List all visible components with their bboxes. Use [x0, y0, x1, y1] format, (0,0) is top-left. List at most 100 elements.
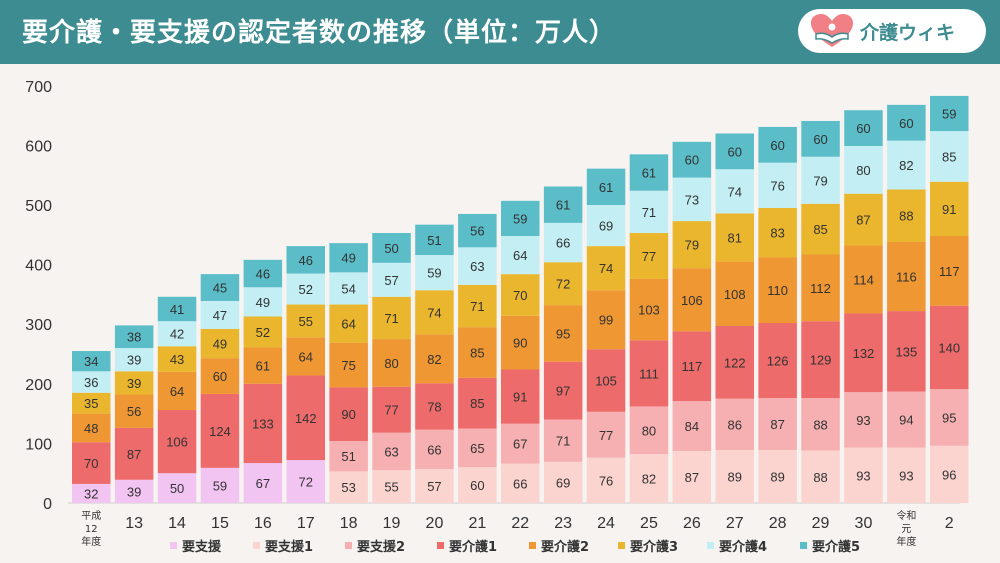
bar-segment: [586, 205, 626, 247]
bar-segment: [715, 398, 754, 450]
bar-segment: [329, 342, 368, 388]
data-label: 89: [770, 469, 784, 484]
data-label: 83: [770, 226, 784, 241]
bar-segment: [458, 213, 497, 248]
bar-segment: [372, 339, 411, 387]
data-label: 99: [599, 313, 613, 328]
data-label: 60: [899, 116, 913, 131]
x-tick-label: 20: [426, 515, 444, 532]
data-label: 38: [127, 330, 141, 345]
data-label: 89: [728, 469, 742, 484]
data-label: 72: [299, 475, 313, 490]
x-tick-label: 28: [769, 515, 787, 532]
data-label: 135: [895, 344, 917, 359]
data-label: 129: [810, 353, 832, 368]
data-label: 85: [470, 396, 484, 411]
bar-segment: [286, 304, 325, 338]
data-label: 122: [724, 355, 746, 370]
stacked-bar-chart: 0 100 200 300 400 500 600 700 32 70 48 35 36 34 39 87 5…: [25, 79, 969, 555]
data-label: 126: [767, 354, 789, 369]
data-label: 69: [556, 475, 570, 490]
bar-segment: [286, 246, 325, 274]
data-label: 85: [470, 346, 484, 361]
data-label: 63: [470, 259, 484, 274]
bar-segment: [672, 177, 712, 222]
bar-segment: [243, 347, 283, 384]
data-label: 64: [170, 384, 184, 399]
data-label: 90: [513, 336, 527, 351]
data-label: 46: [299, 253, 313, 268]
header-bar: 要介護・要支援の認定者数の推移（単位：万人） 介護ウィキ: [0, 0, 1000, 64]
bar-segment: [801, 254, 840, 322]
bar-segment: [672, 221, 712, 269]
bar-segment: [930, 235, 969, 306]
bar-segment: [157, 296, 197, 322]
bar-segment: [415, 469, 454, 503]
y-tick-label: 500: [25, 198, 52, 215]
data-label: 66: [513, 476, 527, 491]
data-label: 117: [681, 359, 702, 374]
data-label: 42: [170, 327, 184, 342]
x-tick-label: 29: [812, 515, 830, 532]
data-label: 77: [599, 428, 613, 443]
data-label: 60: [813, 132, 827, 147]
data-label: 90: [341, 407, 355, 422]
bar-segment: [672, 141, 712, 178]
bar-area: 32 70 48 35 36 34 39 87 56 39 39 38 50 106 64 43 42 41 59 1…: [72, 95, 969, 503]
data-label: 52: [299, 282, 313, 297]
bar-segment: [758, 323, 797, 399]
legend-label: 要介護1: [449, 539, 497, 555]
data-label: 114: [853, 273, 874, 288]
bar-segment: [715, 261, 754, 326]
data-label: 69: [599, 219, 613, 234]
bar-segment: [586, 246, 626, 291]
data-label: 95: [556, 326, 570, 341]
data-label: 61: [599, 180, 613, 195]
brand-badge[interactable]: 介護ウィキ: [798, 9, 986, 53]
bar-segment: [72, 442, 111, 484]
bar-segment: [286, 375, 325, 461]
data-label: 88: [813, 417, 827, 432]
bar-segment: [801, 120, 840, 157]
data-label: 39: [127, 484, 141, 499]
bar-segment: [114, 479, 154, 503]
bar-segment: [157, 321, 197, 347]
bar-segment: [758, 207, 797, 258]
x-tick-label: 18: [340, 515, 358, 532]
bar-segment: [72, 413, 111, 443]
data-label: 82: [427, 352, 441, 367]
data-label: 43: [170, 352, 184, 367]
data-label: 61: [642, 166, 656, 181]
data-label: 50: [170, 481, 184, 496]
bar-segment: [930, 305, 969, 390]
bar-segment: [458, 284, 497, 328]
data-label: 32: [84, 486, 98, 501]
bar-segment: [887, 391, 926, 448]
data-label: 87: [770, 417, 784, 432]
y-tick-label: 200: [25, 377, 52, 394]
bar-segment: [844, 447, 883, 503]
bar-segment: [758, 449, 797, 503]
data-label: 74: [599, 261, 613, 276]
data-label: 84: [685, 419, 699, 434]
data-label: 60: [728, 144, 742, 159]
bar-segment: [887, 241, 926, 312]
bar-segment: [329, 304, 368, 343]
data-label: 105: [595, 374, 617, 389]
bar-segment: [372, 296, 411, 340]
bar-segment: [758, 398, 797, 450]
bar-segment: [801, 156, 840, 204]
data-label: 61: [556, 198, 570, 213]
data-label: 87: [856, 213, 870, 228]
x-tick-label: 16: [254, 515, 272, 532]
bar-segment: [887, 104, 926, 141]
data-label: 65: [470, 441, 484, 456]
data-label: 110: [767, 283, 788, 298]
data-label: 71: [384, 311, 398, 326]
data-label: 93: [856, 413, 870, 428]
data-label: 133: [252, 416, 274, 431]
data-label: 71: [470, 299, 484, 314]
data-label: 60: [213, 369, 227, 384]
data-label: 71: [642, 205, 656, 220]
bar-segment: [543, 262, 583, 306]
